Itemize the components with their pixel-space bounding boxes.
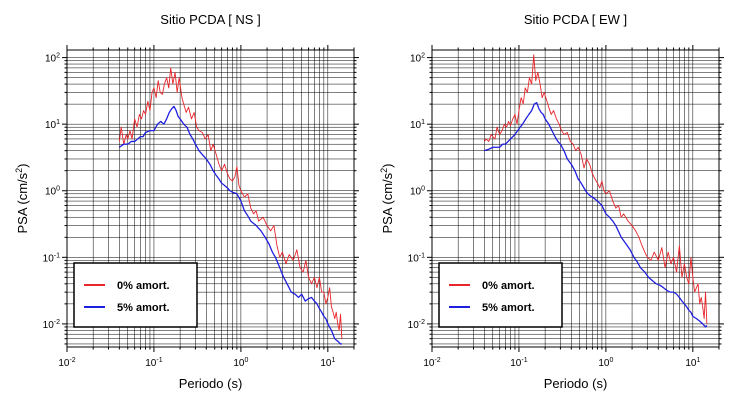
series-line-0pct — [118, 67, 343, 339]
legend-box — [438, 262, 563, 328]
plot-frame — [431, 49, 720, 348]
legend-label: 0% amort. — [117, 280, 170, 292]
y-axis-label: PSA (cm/s2) — [14, 163, 30, 233]
y-tick-label: 102 — [410, 53, 425, 65]
y-tick-label: 101 — [45, 119, 60, 131]
series-line-5pct — [118, 105, 342, 345]
grid — [431, 50, 720, 347]
x-tick-label: 101 — [685, 357, 700, 369]
y-axis-label: PSA (cm/s2) — [379, 163, 395, 233]
y-tick-label: 100 — [410, 186, 425, 198]
y-tick-label: 101 — [410, 119, 425, 131]
chart-title: Sitio PCDA [ NS ] — [160, 12, 260, 27]
x-tick-label: 100 — [598, 357, 613, 369]
x-axis-label: Periodo (s) — [544, 376, 608, 391]
x-tick-label: 10-1 — [145, 357, 162, 369]
legend: 0% amort. 5% amort. — [438, 262, 563, 328]
plot-frame — [66, 49, 355, 348]
y-tick-label: 10-1 — [43, 252, 60, 264]
chart-panel-2: 10-2 10-1 100 101 10-2 10-1 100 101 102 Sitio PCD… — [379, 12, 724, 391]
x-tick-label: 10-2 — [423, 357, 440, 369]
x-tick-label: 100 — [233, 357, 248, 369]
chart-panel-1: 10-2 10-1 100 101 10-2 10-1 100 101 102 Sitio PCD… — [14, 12, 359, 391]
series-line-0pct — [483, 54, 708, 324]
y-tick-label: 102 — [45, 53, 60, 65]
y-tick-label: 10-2 — [408, 319, 425, 331]
legend-label: 0% amort. — [482, 280, 535, 292]
legend: 0% amort. 5% amort. — [73, 262, 198, 328]
x-tick-label: 101 — [320, 357, 335, 369]
legend-label: 5% amort. — [482, 302, 535, 314]
grid — [66, 50, 355, 347]
series-line-5pct — [484, 102, 708, 328]
x-axis-label: Periodo (s) — [179, 376, 243, 391]
legend-label: 5% amort. — [117, 302, 170, 314]
y-tick-label: 10-2 — [43, 319, 60, 331]
x-tick-label: 10-1 — [510, 357, 527, 369]
x-tick-label: 10-2 — [58, 357, 75, 369]
y-tick-label: 10-1 — [408, 252, 425, 264]
legend-box — [73, 262, 198, 328]
y-tick-label: 100 — [45, 186, 60, 198]
chart-title: Sitio PCDA [ EW ] — [524, 12, 627, 27]
